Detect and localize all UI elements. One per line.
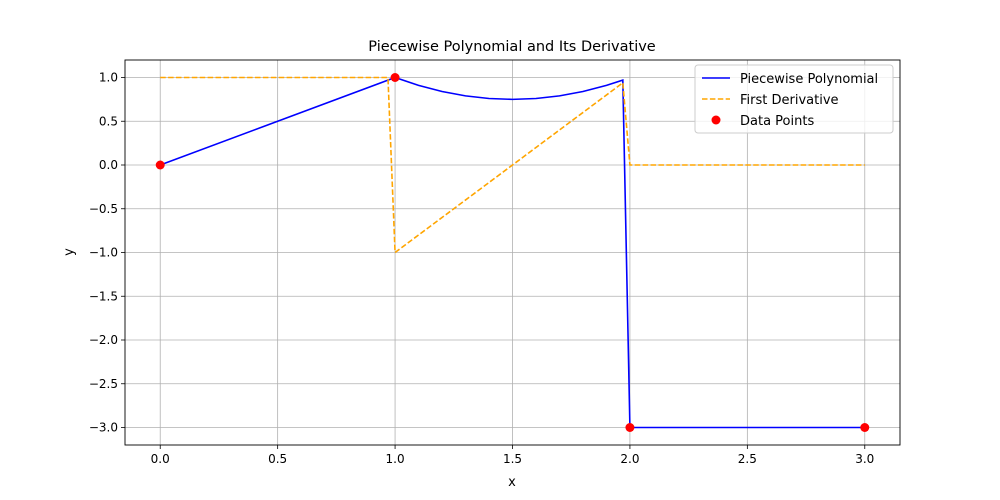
- y-tick-label: 0.5: [99, 114, 118, 128]
- y-tick-label: −2.5: [89, 377, 118, 391]
- series-line-polynomial: [159, 76, 865, 429]
- y-tick-label: −1.0: [89, 246, 118, 260]
- legend: Piecewise Polynomial First Derivative Da…: [694, 64, 894, 134]
- legend-label-polynomial: Piecewise Polynomial: [740, 72, 878, 87]
- x-tick-label: 3.0: [855, 452, 874, 466]
- data-point: [625, 423, 635, 432]
- legend-label-data-points: Data Points: [740, 114, 814, 129]
- y-tick-label: 1.0: [99, 71, 118, 85]
- y-tick-label: −1.5: [89, 289, 118, 303]
- y-tick-label: −0.5: [89, 202, 118, 216]
- x-tick-label: 2.5: [738, 452, 757, 466]
- series-line-derivative: [160, 76, 865, 255]
- y-tick-label: 0.0: [99, 158, 118, 172]
- legend-marker-data-points: [711, 115, 721, 125]
- x-tick-label: 1.0: [386, 452, 405, 466]
- data-point: [155, 160, 165, 170]
- x-tick-label: 2.0: [620, 452, 639, 466]
- data-point: [390, 73, 400, 82]
- x-axis-label: x: [508, 475, 516, 490]
- x-tick-label: 1.5: [503, 452, 522, 466]
- data-point: [860, 423, 870, 432]
- y-axis-label: y: [62, 248, 77, 256]
- y-tick-label: −3.0: [89, 421, 118, 435]
- chart-title: Piecewise Polynomial and Its Derivative: [368, 39, 656, 55]
- x-tick-label: 0.5: [268, 452, 287, 466]
- x-tick-label: 0.0: [151, 452, 170, 466]
- y-tick-label: −2.0: [89, 333, 118, 347]
- legend-label-derivative: First Derivative: [740, 93, 839, 108]
